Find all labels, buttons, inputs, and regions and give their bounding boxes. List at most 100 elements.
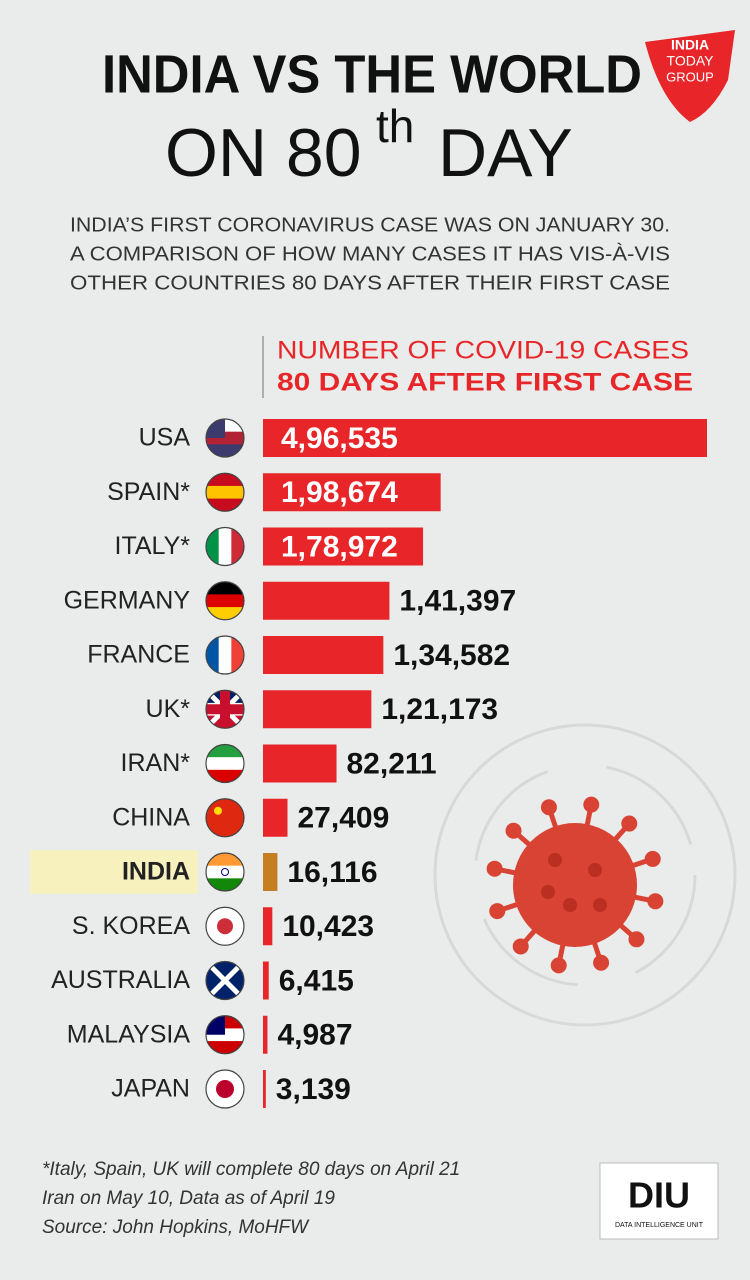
flag-stripe xyxy=(206,473,244,487)
flag-border xyxy=(205,1069,245,1109)
title-line2: ON 80 xyxy=(165,115,362,191)
bar xyxy=(263,1015,268,1054)
flag-stripe xyxy=(206,811,244,825)
bar xyxy=(263,419,707,457)
flag-stripe xyxy=(206,744,244,758)
bar xyxy=(263,473,441,512)
flag-cross xyxy=(206,704,244,715)
publisher-logo-shape xyxy=(645,30,735,122)
category-label: GERMANY xyxy=(64,586,191,614)
bar xyxy=(263,581,390,620)
virus-spot xyxy=(563,898,577,912)
category-label: INDIA xyxy=(122,858,190,886)
flag-stripe xyxy=(206,1070,244,1084)
flag-border xyxy=(205,743,245,784)
flag-border xyxy=(205,689,245,729)
flag-stripe xyxy=(218,527,232,566)
bar xyxy=(263,907,273,946)
virus-spot xyxy=(588,863,602,877)
bar xyxy=(263,744,337,783)
category-label: ITALY* xyxy=(115,532,191,560)
bar xyxy=(263,527,424,566)
flag-emblem xyxy=(221,868,229,876)
flag-border xyxy=(205,635,245,675)
value-label: 3,139 xyxy=(276,1073,351,1106)
bar xyxy=(263,690,372,729)
virus-illustration xyxy=(433,723,737,1027)
category-label: CHINA xyxy=(112,803,190,831)
flag-cross xyxy=(206,961,244,1000)
flag-stripe xyxy=(206,485,244,500)
value-label: 1,41,397 xyxy=(399,585,516,618)
flag-emblem xyxy=(216,1080,234,1098)
flag-border xyxy=(205,852,245,892)
bar xyxy=(263,1070,266,1108)
flag-emblem xyxy=(214,806,222,815)
flag-border xyxy=(205,418,245,458)
value-heading: NUMBER OF COVID-19 CASES xyxy=(277,337,689,365)
bar xyxy=(263,961,269,1000)
value-label: 27,409 xyxy=(298,802,390,835)
bar xyxy=(263,853,278,891)
footnote: Iran on May 10, Data as of April 19 xyxy=(42,1188,335,1209)
virus-spot xyxy=(593,898,607,912)
publisher-logo-text: TODAY xyxy=(667,53,715,69)
virus-spike-tip xyxy=(593,954,610,971)
subtitle: OTHER COUNTRIES 80 DAYS AFTER THEIR FIRS… xyxy=(70,272,670,294)
category-label: MALAYSIA xyxy=(67,1020,191,1048)
unit-logo-box xyxy=(599,1162,719,1240)
flag-stripe xyxy=(206,636,220,674)
virus-spike-tip xyxy=(583,796,600,813)
bar xyxy=(263,798,288,837)
footnote: Source: John Hopkins, MoHFW xyxy=(42,1217,310,1238)
virus-spike-tip xyxy=(628,931,645,948)
publisher-logo-text: INDIA xyxy=(671,37,709,53)
flag-stripe xyxy=(218,636,232,674)
flag-border xyxy=(205,906,245,946)
value-label: 4,987 xyxy=(277,1019,352,1052)
category-label: AUSTRALIA xyxy=(51,966,190,994)
virus-spot xyxy=(541,885,555,899)
flag-stripe xyxy=(206,865,244,879)
subtitle: INDIA’S FIRST CORONAVIRUS CASE WAS ON JA… xyxy=(70,214,670,236)
flag-border xyxy=(205,472,245,512)
category-label: JAPAN xyxy=(111,1075,190,1103)
subtitle: A COMPARISON OF HOW MANY CASES IT HAS VI… xyxy=(70,242,670,265)
flag-stripe xyxy=(206,581,244,595)
value-label: 1,98,674 xyxy=(281,476,398,509)
value-label: 1,34,582 xyxy=(393,639,510,672)
virus-spike-tip xyxy=(647,893,664,910)
virus-spike-tip xyxy=(489,903,506,920)
value-label: 82,211 xyxy=(347,747,437,780)
value-label: 10,423 xyxy=(282,910,374,943)
virus-spike-tip xyxy=(644,850,661,867)
virus-spot xyxy=(548,853,562,867)
flag-border xyxy=(205,581,245,621)
virus-spike-tip xyxy=(512,938,529,955)
virus-spike-tip xyxy=(505,822,522,839)
flag-border xyxy=(205,1015,245,1055)
flag-border xyxy=(205,526,245,567)
category-label: UK* xyxy=(146,695,191,723)
value-heading: 80 DAYS AFTER FIRST CASE xyxy=(277,369,693,397)
category-label: S. KOREA xyxy=(72,912,190,940)
unit-logo-caption: DATA INTELLIGENCE UNIT xyxy=(615,1222,704,1229)
value-label: 1,21,173 xyxy=(381,693,498,726)
title-superscript: th xyxy=(376,100,414,152)
virus-spike-tip xyxy=(486,860,503,877)
publisher-logo-text: GROUP xyxy=(666,69,714,84)
category-highlight xyxy=(30,850,198,894)
flag-stripe xyxy=(206,853,244,867)
category-label: IRAN* xyxy=(121,749,191,777)
value-label: 4,96,535 xyxy=(281,422,398,455)
flag-stripe xyxy=(206,757,244,771)
flag-border xyxy=(205,798,245,838)
value-label: 16,116 xyxy=(287,856,377,889)
value-label: 6,415 xyxy=(279,964,354,997)
virus-spike-tip xyxy=(540,799,557,816)
category-label: USA xyxy=(139,424,191,452)
category-label: SPAIN* xyxy=(107,478,190,506)
flag-stripe xyxy=(206,907,244,921)
title-line2: DAY xyxy=(438,115,573,191)
